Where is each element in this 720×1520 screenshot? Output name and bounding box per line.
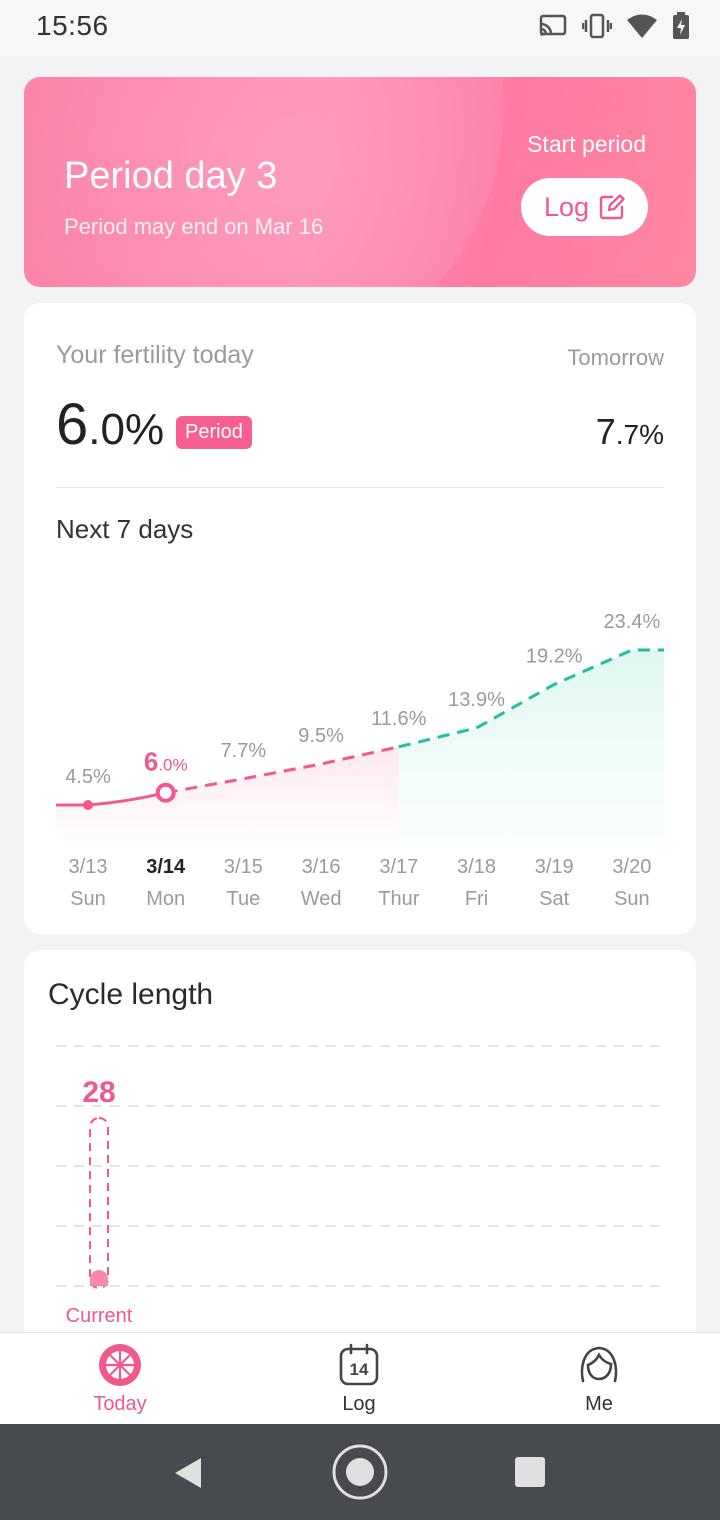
chart-value-label: 6.0%	[144, 747, 188, 777]
period-badge: Period	[176, 416, 252, 449]
status-icons	[538, 12, 690, 40]
today-icon	[99, 1344, 141, 1386]
tomorrow-value-int: 7	[595, 411, 616, 452]
x-axis-day: Sun	[614, 888, 650, 910]
bottom-navigation: Today 14 Log Me	[0, 1332, 720, 1424]
x-axis-day: Fri	[465, 888, 488, 910]
edit-icon	[599, 194, 625, 220]
fertile-area	[398, 650, 664, 838]
x-axis-day: Sat	[539, 888, 569, 910]
period-status-card: Period day 3 Period may end on Mar 16 St…	[24, 77, 696, 287]
cycle-length-card: Cycle length 28 Current	[24, 950, 696, 1370]
period-area	[56, 746, 399, 838]
cycle-bar	[89, 1117, 109, 1289]
x-axis-date: 3/16	[302, 856, 341, 878]
calendar-icon-day: 14	[350, 1360, 369, 1379]
hero-decoration	[24, 77, 504, 287]
x-axis-date: 3/13	[69, 856, 108, 878]
chart-value-label: 23.4%	[604, 611, 661, 633]
calendar-icon: 14	[339, 1343, 379, 1386]
chart-point	[83, 800, 93, 810]
recents-icon[interactable]	[514, 1456, 546, 1488]
forecast-fertile-line	[398, 648, 664, 749]
cycle-length-chart: 28 Current	[56, 1045, 666, 1327]
home-icon[interactable]	[331, 1443, 389, 1501]
tomorrow-value: 7.7%	[596, 411, 664, 453]
fertility-value-int: 6	[56, 392, 89, 457]
x-axis-date: 3/19	[535, 856, 574, 878]
fertility-chart: 4.5% 6.0% 7.7% 9.5% 11.6% 13.9% 19.2% 23.4% 3/13…	[56, 611, 664, 910]
battery-icon	[673, 12, 689, 39]
status-bar: 15:56	[0, 0, 720, 56]
chart-value-label: 7.7%	[221, 740, 267, 762]
fertility-value-unit: %	[124, 405, 165, 454]
fertility-today-label: Your fertility today	[56, 341, 254, 369]
nav-log[interactable]: 14 Log	[299, 1343, 419, 1416]
cycle-bar-fill	[90, 1270, 108, 1286]
nav-today[interactable]: Today	[60, 1343, 180, 1416]
profile-icon	[580, 1346, 618, 1383]
nav-me-label: Me	[585, 1393, 613, 1415]
chart-point-today	[155, 782, 176, 803]
x-axis-day: Mon	[146, 888, 185, 910]
log-button-label: Log	[543, 191, 590, 222]
nav-today-label: Today	[93, 1393, 147, 1415]
nav-log-label: Log	[342, 1393, 376, 1415]
chart-value-label: 19.2%	[526, 645, 583, 667]
cycle-length-value: 28	[82, 1076, 115, 1109]
cycle-bar-label: Current	[66, 1305, 133, 1327]
x-axis-day: Wed	[301, 888, 342, 910]
chart-value-label: 4.5%	[65, 766, 111, 788]
start-period-label: Start period	[527, 131, 646, 157]
log-period-button[interactable]: Log	[521, 178, 648, 236]
x-axis-date: 3/18	[457, 856, 496, 878]
wifi-icon	[627, 14, 657, 38]
x-axis-date: 3/17	[379, 856, 418, 878]
tomorrow-value-dec: .7	[615, 419, 640, 450]
period-end-subtitle: Period may end on Mar 16	[64, 214, 324, 239]
vibrate-icon	[582, 13, 612, 39]
chart-value-label: 9.5%	[298, 725, 344, 747]
x-axis-date: 3/20	[612, 856, 651, 878]
period-day-title: Period day 3	[64, 155, 278, 197]
chart-value-label: 11.6%	[371, 708, 426, 730]
tomorrow-label: Tomorrow	[567, 345, 664, 370]
back-icon[interactable]	[170, 1455, 206, 1491]
nav-me[interactable]: Me	[539, 1343, 659, 1416]
chart-value-label: 13.9%	[448, 689, 505, 711]
fertility-value-dec: .0	[88, 405, 125, 454]
x-axis-date: 3/14	[146, 856, 186, 878]
x-axis-day: Thur	[378, 888, 419, 910]
divider	[56, 487, 664, 488]
cycle-length-title: Cycle length	[48, 978, 214, 1011]
status-time: 15:56	[36, 10, 109, 41]
x-axis-date: 3/15	[224, 856, 263, 878]
x-axis-day: Sun	[70, 888, 106, 910]
x-axis-day: Tue	[227, 888, 261, 910]
cast-icon	[539, 14, 567, 36]
tomorrow-value-unit: %	[639, 419, 664, 450]
fertility-today-value: 6.0%	[56, 391, 164, 458]
fertility-card: Your fertility today Tomorrow 6.0% Perio…	[24, 303, 696, 934]
next-7-days-title: Next 7 days	[56, 514, 194, 544]
system-navigation-bar	[0, 1424, 720, 1520]
